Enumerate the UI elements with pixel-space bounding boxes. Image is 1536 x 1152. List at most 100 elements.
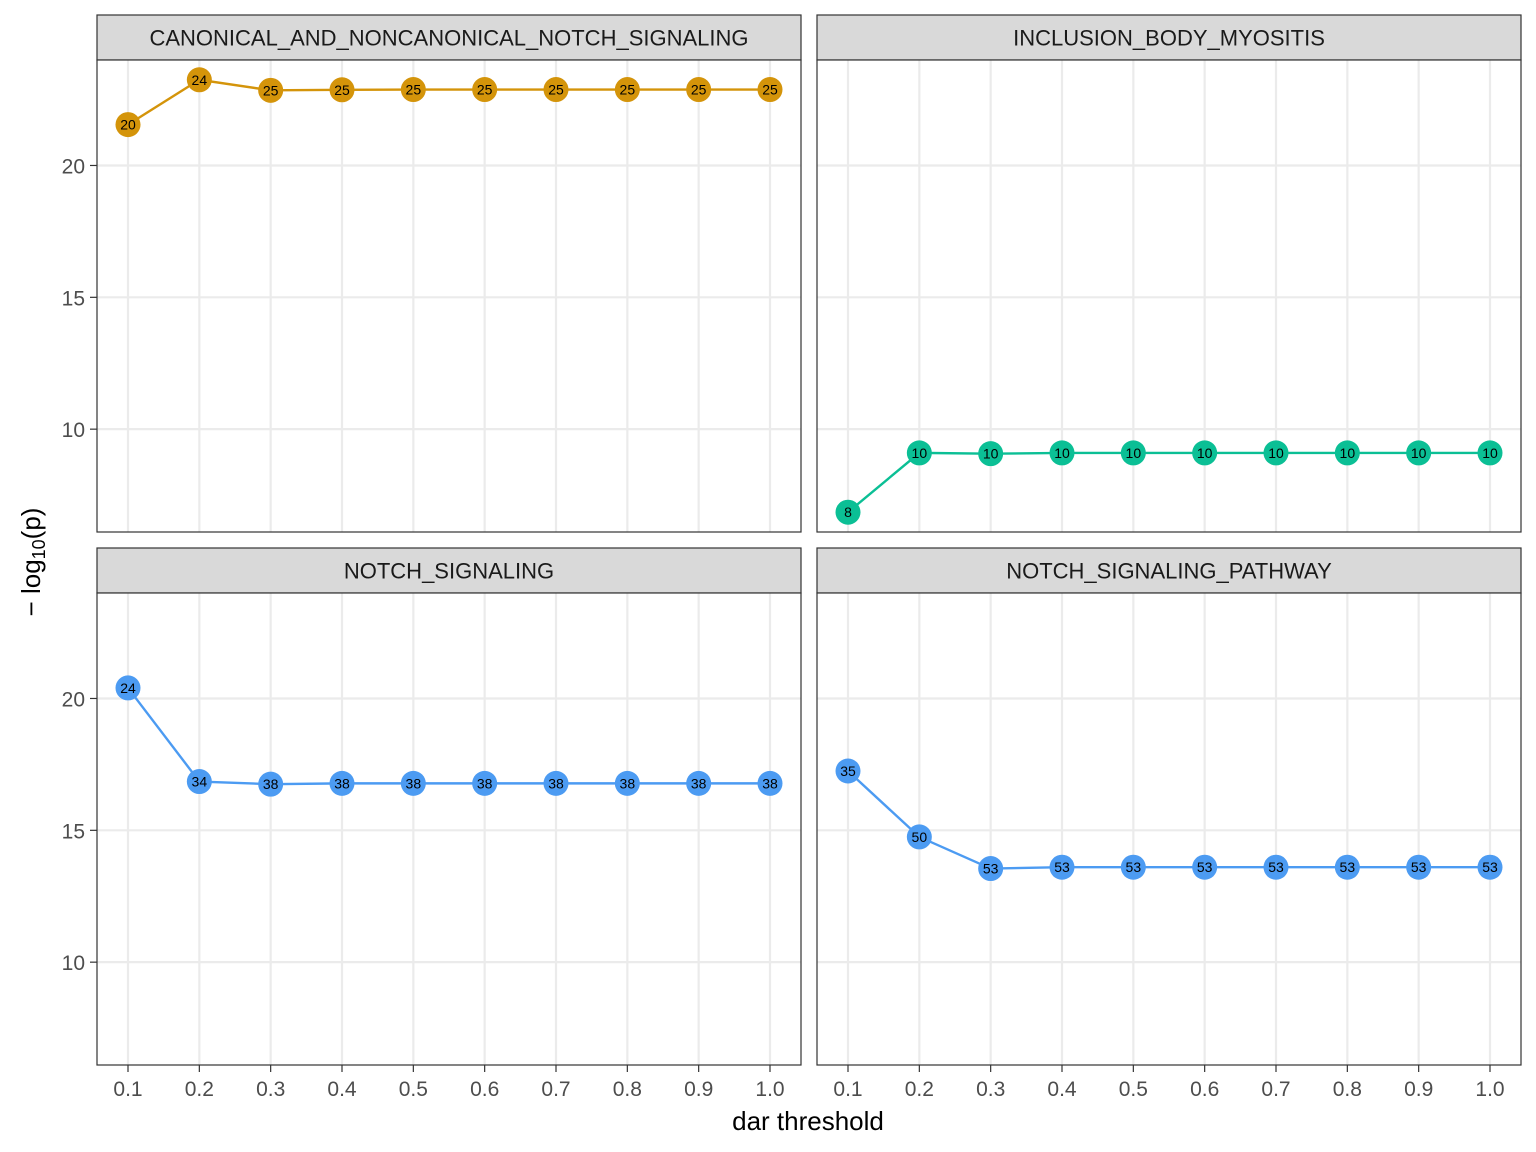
facet-strip-notch-signaling-pathway (816, 547, 1522, 594)
x-tick-label: 0.1 (113, 1078, 142, 1101)
x-tick-label: 1.0 (1475, 1078, 1504, 1101)
data-point-label: 10 (1482, 445, 1498, 461)
x-tick-label: 0.7 (541, 1078, 570, 1101)
data-point (543, 770, 569, 796)
data-point-label: 53 (1482, 859, 1498, 875)
facet-panels: CANONICAL_AND_NONCANONICAL_NOTCH_SIGNALI… (96, 14, 1522, 1066)
y-axis-title-suffix: (p) (16, 508, 46, 540)
data-point-label: 53 (983, 861, 999, 877)
data-point (978, 441, 1004, 467)
data-point (1406, 854, 1432, 880)
x-tick-label: 0.5 (1119, 1078, 1148, 1101)
data-point-label: 53 (1268, 859, 1284, 875)
x-tick-label: 0.2 (185, 1078, 214, 1101)
x-tick-label: 0.3 (976, 1078, 1005, 1101)
data-point (400, 77, 426, 103)
panel-border-canonical-and-noncanonical-notch-signaling (96, 59, 802, 533)
data-point-label: 10 (1054, 445, 1070, 461)
y-axis-title: − log10(p) (16, 508, 49, 617)
x-tick-label: 0.2 (905, 1078, 934, 1101)
x-tick-label: 0.8 (613, 1078, 642, 1101)
x-tick-label: 0.6 (470, 1078, 499, 1101)
data-point (186, 67, 212, 93)
x-tick-label: 1.0 (755, 1078, 784, 1101)
data-point-label: 24 (192, 72, 208, 88)
series-line-notch-signaling (127, 687, 770, 786)
data-point-label: 25 (263, 82, 279, 98)
data-point (1049, 854, 1075, 880)
panel-border-notch-signaling-pathway (816, 592, 1522, 1066)
data-point-label: 38 (334, 775, 350, 791)
x-tick-label: 0.3 (256, 1078, 285, 1101)
panel-border-notch-signaling (96, 592, 802, 1066)
data-point-label: 50 (912, 829, 928, 845)
data-point-label: 25 (477, 82, 493, 98)
data-point (1192, 854, 1218, 880)
x-axes: 0.1 0.2 0.3 0.4 0.5 0.6 0.7 0.8 0.9 1.0 0.1 0.2 0.3 0… (113, 1065, 1505, 1101)
data-point (258, 77, 284, 103)
data-point (115, 675, 141, 701)
data-point-label: 38 (548, 775, 564, 791)
data-point-label: 10 (1340, 445, 1356, 461)
x-tick-label: 0.1 (833, 1078, 862, 1101)
data-point (1263, 854, 1289, 880)
panel-background-canonical-and-noncanonical-notch-signaling (97, 60, 801, 532)
y-tick-label: 10 (62, 952, 85, 975)
data-point (906, 824, 932, 850)
data-point (543, 77, 569, 103)
data-point-label: 10 (1197, 445, 1213, 461)
data-point-label: 10 (1126, 445, 1142, 461)
panel-border-inclusion-body-myositis (816, 59, 1522, 533)
panel-inclusion-body-myositis: INCLUSION_BODY_MYOSITIS 8 10 10 10 10 10 10 10 10… (816, 14, 1522, 533)
data-point-label: 25 (691, 82, 707, 98)
data-point (258, 771, 284, 797)
data-point-label: 53 (1411, 859, 1427, 875)
data-point-label: 10 (983, 446, 999, 462)
data-point (1263, 440, 1289, 466)
data-point-label: 10 (1411, 445, 1427, 461)
data-point (115, 112, 141, 138)
data-point (978, 856, 1004, 882)
facet-strip-label-canonical-and-noncanonical-notch-signaling: CANONICAL_AND_NONCANONICAL_NOTCH_SIGNALI… (149, 26, 748, 51)
data-point-label: 10 (1268, 445, 1284, 461)
data-point-label: 25 (620, 82, 636, 98)
data-point (614, 770, 640, 796)
data-point (757, 770, 783, 796)
data-point (329, 770, 355, 796)
y-tick-label: 20 (62, 155, 85, 178)
data-point (1334, 440, 1360, 466)
data-point (1120, 854, 1146, 880)
data-point-label: 38 (620, 775, 636, 791)
data-point-label: 53 (1054, 859, 1070, 875)
facet-strip-canonical-and-noncanonical-notch-signaling (96, 14, 802, 61)
panel-canonical-and-noncanonical-notch-signaling: CANONICAL_AND_NONCANONICAL_NOTCH_SIGNALI… (96, 14, 802, 533)
x-axis-title: dar threshold (732, 1106, 884, 1136)
panel-background-notch-signaling (97, 593, 801, 1065)
data-point-label: 38 (762, 775, 778, 791)
data-point-label: 53 (1197, 859, 1213, 875)
data-point (329, 77, 355, 103)
panel-background-notch-signaling-pathway (817, 593, 1521, 1065)
data-point (906, 440, 932, 466)
y-axis-title-subscript: 10 (29, 539, 49, 559)
x-tick-label: 0.6 (1190, 1078, 1219, 1101)
data-point (186, 769, 212, 795)
data-point-label: 35 (840, 763, 856, 779)
data-point (1477, 854, 1503, 880)
panel-notch-signaling-pathway: NOTCH_SIGNALING_PATHWAY 35 50 53 53 53 53 53 53 5… (816, 547, 1522, 1066)
data-point-label: 25 (762, 82, 778, 98)
data-point (472, 77, 498, 103)
panel-notch-signaling: NOTCH_SIGNALING 24 34 38 38 38 38 38 38 38 38 (96, 547, 802, 1066)
data-point-label: 53 (1340, 859, 1356, 875)
data-point (1192, 440, 1218, 466)
data-point (1049, 440, 1075, 466)
y-tick-label: 20 (62, 688, 85, 711)
data-point-label: 20 (120, 117, 136, 133)
data-point (835, 499, 861, 525)
data-point-label: 38 (477, 775, 493, 791)
series-line-notch-signaling-pathway (847, 770, 1490, 870)
data-point-label: 25 (406, 82, 422, 98)
facet-strip-inclusion-body-myositis (816, 14, 1522, 61)
x-tick-label: 0.4 (327, 1078, 357, 1101)
